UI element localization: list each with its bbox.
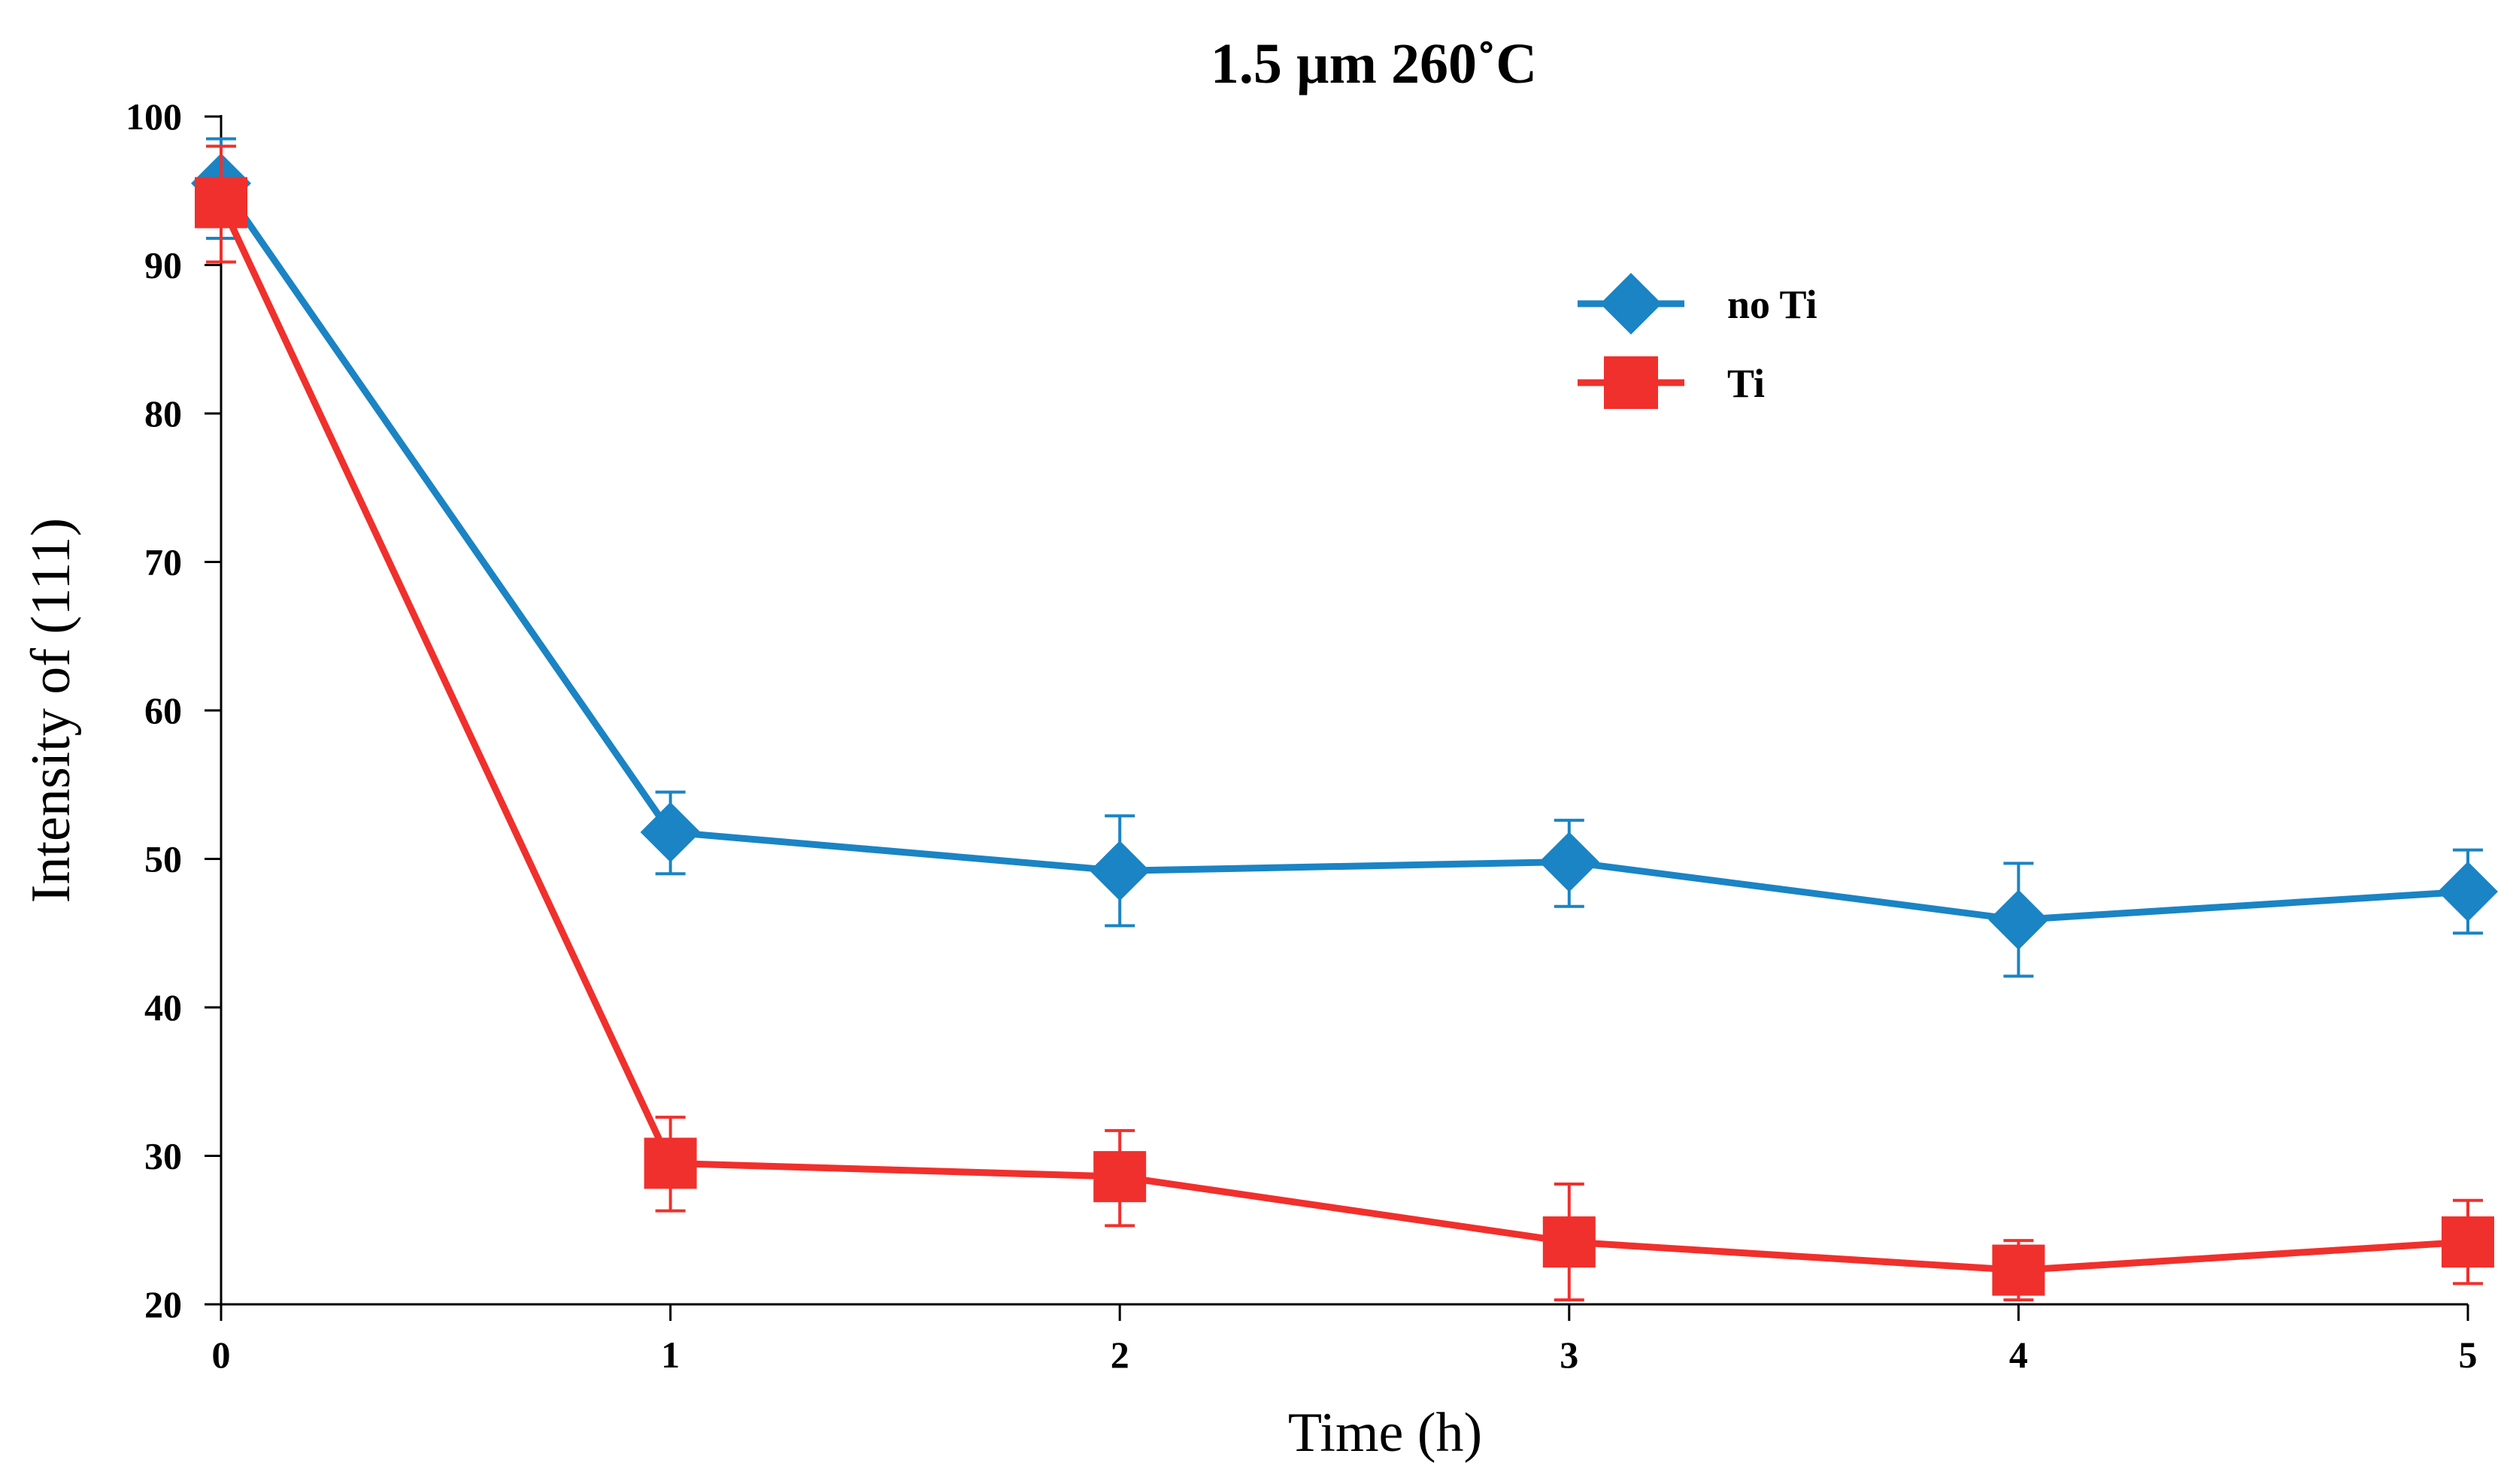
x-tick-label: 4 bbox=[2009, 1334, 2028, 1376]
data-point-no-ti bbox=[1538, 831, 1599, 892]
x-tick-label: 3 bbox=[1560, 1334, 1578, 1376]
data-point-no-ti bbox=[640, 801, 701, 862]
chart-title: 1.5 µm 260˚C bbox=[1211, 32, 1537, 95]
legend-label-ti: Ti bbox=[1727, 361, 1765, 406]
y-tick-label: 30 bbox=[144, 1135, 182, 1177]
data-point-ti bbox=[2442, 1216, 2494, 1268]
data-point-ti bbox=[1093, 1151, 1147, 1203]
legend-marker-no-ti bbox=[1599, 272, 1663, 335]
x-tick-label: 2 bbox=[1111, 1334, 1129, 1376]
data-point-ti bbox=[1992, 1244, 2045, 1296]
series-no-ti bbox=[191, 137, 2498, 978]
y-tick-label: 40 bbox=[144, 986, 182, 1028]
data-point-no-ti bbox=[1988, 889, 2049, 950]
x-tick-label: 5 bbox=[2459, 1334, 2478, 1376]
y-tick-label: 90 bbox=[144, 244, 182, 286]
data-point-ti bbox=[1542, 1216, 1596, 1268]
y-tick-label: 50 bbox=[144, 838, 182, 880]
legend: no Ti Ti bbox=[1578, 272, 1817, 409]
y-ticks: 20 30 40 50 60 70 80 90 100 bbox=[126, 95, 221, 1325]
x-tick-label: 0 bbox=[212, 1334, 231, 1376]
y-tick-label: 20 bbox=[144, 1283, 182, 1325]
y-axis-title: Intensity of (111) bbox=[20, 518, 82, 903]
x-axis-title: Time (h) bbox=[1288, 1402, 1482, 1464]
series-line-ti bbox=[217, 201, 2469, 1274]
y-tick-label: 60 bbox=[144, 689, 182, 731]
data-point-no-ti bbox=[2438, 861, 2498, 922]
series-ti bbox=[195, 144, 2494, 1302]
legend-item-no-ti: no Ti bbox=[1578, 272, 1817, 335]
data-point-ti bbox=[195, 177, 247, 229]
series-layer bbox=[191, 137, 2498, 1302]
x-tick-label: 1 bbox=[661, 1334, 680, 1376]
data-point-no-ti bbox=[1090, 840, 1150, 901]
x-ticks: 0 1 2 3 4 5 bbox=[212, 1304, 2478, 1376]
y-tick-label: 80 bbox=[144, 392, 182, 435]
data-point-ti bbox=[644, 1137, 697, 1189]
legend-item-ti: Ti bbox=[1578, 356, 1765, 409]
y-tick-label: 100 bbox=[126, 95, 182, 138]
series-line-no-ti bbox=[218, 181, 2469, 923]
axes bbox=[220, 115, 2468, 1306]
legend-label-no-ti: no Ti bbox=[1727, 282, 1817, 327]
legend-marker-ti bbox=[1604, 356, 1658, 409]
y-tick-label: 70 bbox=[144, 541, 182, 583]
